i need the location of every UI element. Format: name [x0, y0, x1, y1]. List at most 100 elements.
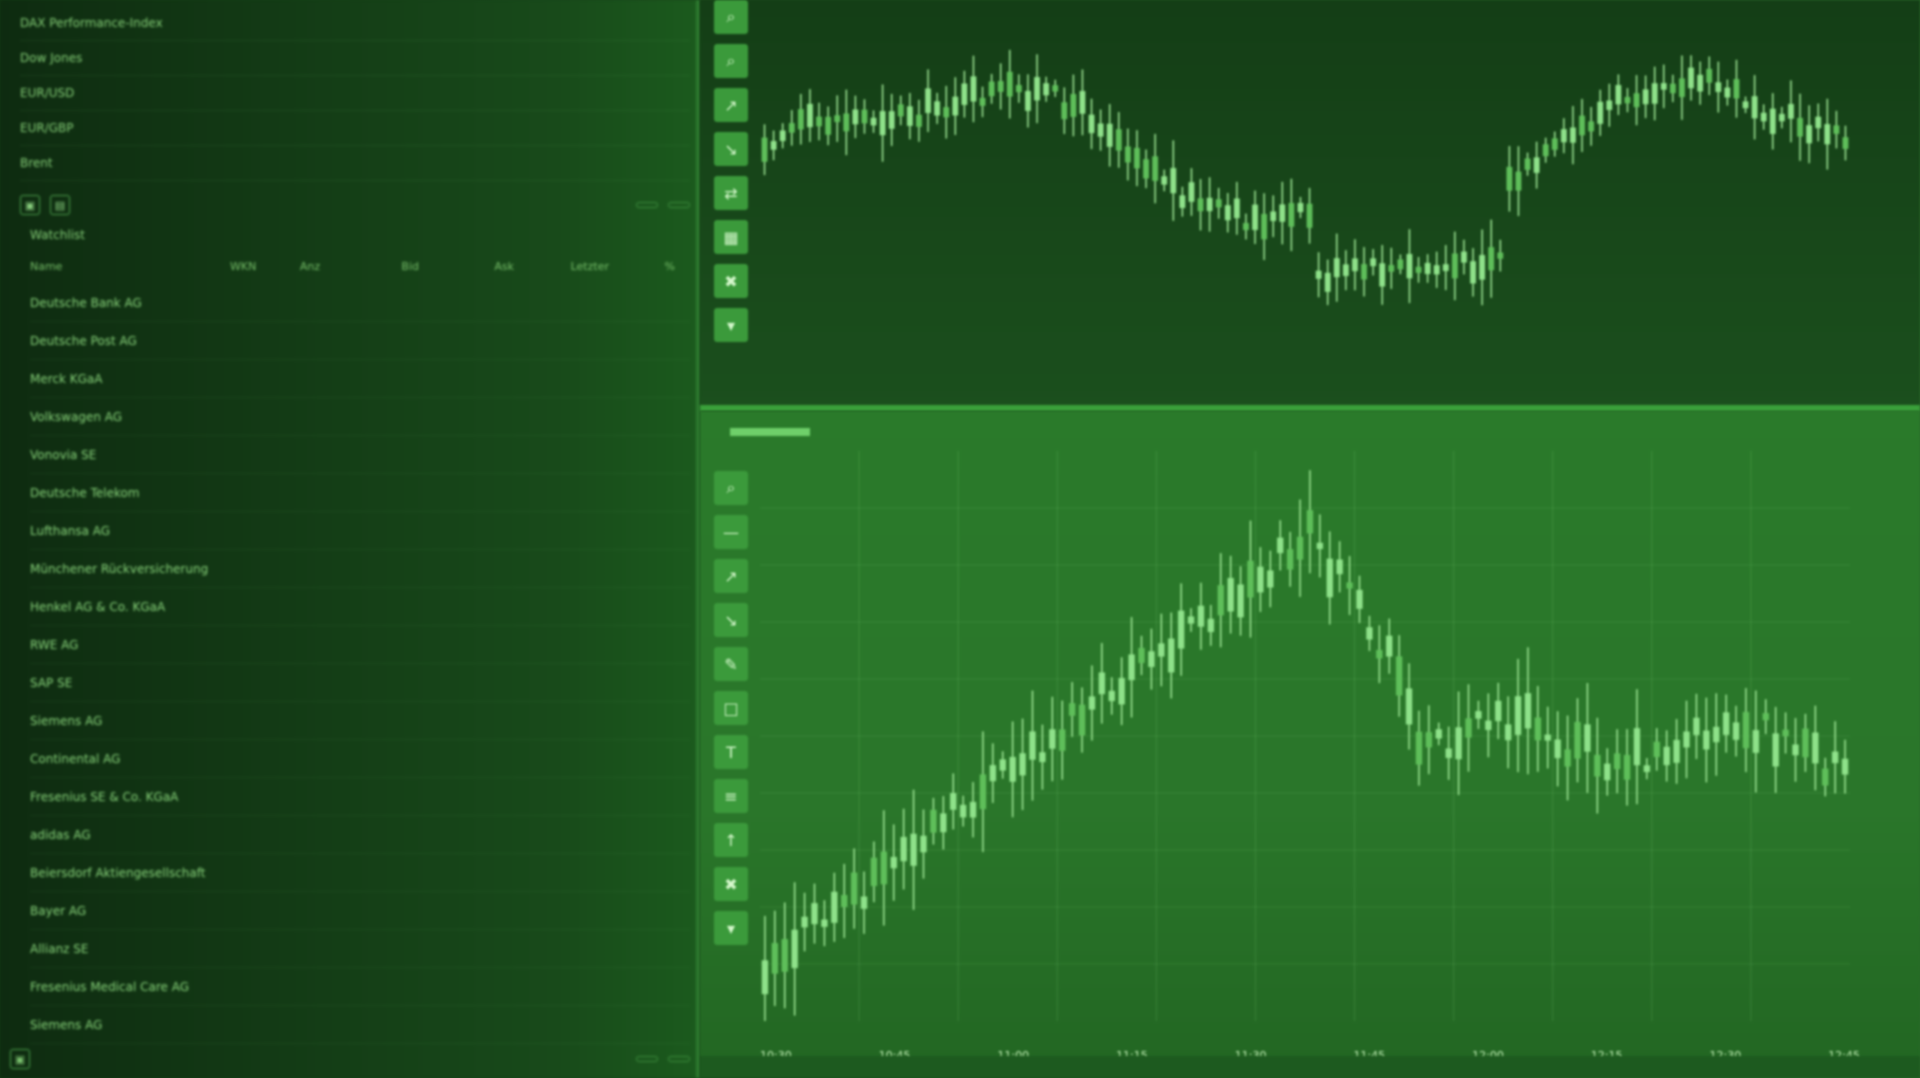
watchlist-row[interactable]: Beiersdorf Aktiengesellschaft — [30, 854, 690, 892]
watchlist-header: Name WKN Anz Bid Ask Letzter % — [30, 260, 690, 280]
footer-button-1[interactable] — [636, 1056, 658, 1062]
candle-body — [1683, 731, 1690, 748]
watchlist-row[interactable]: SAP SE — [30, 664, 690, 702]
chart-tool-button[interactable]: ↑ — [714, 823, 748, 857]
chart-tool-button[interactable]: ▾ — [714, 911, 748, 945]
index-quote-row[interactable]: EUR/USD — [20, 76, 690, 111]
tab-1[interactable] — [834, 428, 854, 436]
watchlist-row[interactable]: Lufthansa AG — [30, 512, 690, 550]
watchlist-row[interactable]: Fresenius Medical Care AG — [30, 968, 690, 1006]
overview-candlestick-chart[interactable] — [760, 10, 1850, 340]
chart-tool-button[interactable]: ≡ — [714, 779, 748, 813]
candle-body — [961, 83, 968, 105]
candle-body — [1088, 696, 1096, 710]
watchlist-title[interactable]: Watchlist — [30, 228, 85, 242]
candle-body — [1831, 751, 1839, 764]
col-wkn[interactable]: WKN — [230, 260, 257, 273]
toolbar-button-1[interactable] — [636, 202, 658, 208]
candle-body — [1197, 198, 1204, 212]
col-bid[interactable]: Bid — [401, 260, 419, 273]
watchlist-row[interactable]: Volkswagen AG — [30, 398, 690, 436]
candle-body — [841, 894, 848, 907]
candle-body — [1442, 264, 1449, 272]
toolbar-button-2[interactable] — [668, 202, 690, 208]
candle-body — [1560, 129, 1567, 143]
candle-body — [1697, 74, 1704, 92]
chart-tool-button[interactable]: ↗ — [714, 559, 748, 593]
col-last[interactable]: Letzter — [570, 260, 609, 273]
col-name[interactable]: Name — [30, 260, 63, 273]
candle-body — [1815, 116, 1822, 129]
tab-2[interactable] — [878, 428, 898, 436]
watchlist-row[interactable]: Vonovia SE — [30, 436, 690, 474]
watchlist-row[interactable]: Continental AG — [30, 740, 690, 778]
candle-body — [943, 107, 950, 118]
watchlist-row[interactable]: Deutsche Telekom — [30, 474, 690, 512]
watchlist-row[interactable]: Henkel AG & Co. KGaA — [30, 588, 690, 626]
watchlist-row[interactable]: Bayer AG — [30, 892, 690, 930]
footer-icon[interactable]: ▣ — [10, 1049, 30, 1069]
candle-body — [1751, 96, 1758, 119]
watchlist-row[interactable]: Allianz SE — [30, 930, 690, 968]
tab-4[interactable] — [966, 428, 986, 436]
candle-body — [761, 137, 768, 162]
chart-tool-button[interactable]: ⌕ — [714, 0, 748, 34]
candle-body — [1724, 87, 1731, 98]
detail-candlestick-chart[interactable] — [760, 451, 1850, 1021]
candle-body — [843, 113, 850, 132]
watchlist-row[interactable]: Deutsche Bank AG — [30, 284, 690, 322]
candle-body — [1306, 510, 1314, 534]
footer-button-2[interactable] — [668, 1056, 690, 1062]
chart-tool-button[interactable]: ▾ — [714, 308, 748, 342]
candle-body — [797, 109, 804, 130]
candle-body — [1297, 202, 1304, 213]
watchlist-row[interactable]: adidas AG — [30, 816, 690, 854]
candle-body — [1361, 264, 1367, 280]
chart-tool-button[interactable]: ▦ — [714, 220, 748, 254]
candle-body — [1316, 542, 1324, 550]
chart-tool-button[interactable]: ⌕ — [714, 44, 748, 78]
chart-tool-button[interactable]: ✎ — [714, 647, 748, 681]
chart-tool-button[interactable]: — — [714, 515, 748, 549]
list-icon[interactable]: ▤ — [50, 195, 70, 215]
watchlist-row[interactable]: Siemens AG — [30, 1006, 690, 1044]
chart-tool-button[interactable]: T — [714, 735, 748, 769]
candle-body — [1615, 84, 1622, 105]
watchlist-row[interactable]: Münchener Rückversicherung — [30, 550, 690, 588]
col-qty[interactable]: Anz — [299, 260, 321, 273]
candle-body — [1247, 560, 1254, 598]
col-ask[interactable]: Ask — [494, 260, 514, 273]
chart-tool-button[interactable]: ↘ — [714, 132, 748, 166]
chart-tool-button[interactable]: ↗ — [714, 88, 748, 122]
tab-3[interactable] — [922, 428, 942, 436]
chart-tool-button[interactable]: ✖ — [714, 867, 748, 901]
candle-body — [1642, 89, 1649, 105]
watchlist-row[interactable]: Merck KGaA — [30, 360, 690, 398]
tab-active[interactable] — [730, 428, 810, 436]
candle-body — [1633, 728, 1641, 766]
candle-body — [1286, 549, 1294, 570]
candle-body — [1455, 727, 1462, 760]
chart-tool-button[interactable]: □ — [714, 691, 748, 725]
candle-body — [791, 929, 798, 969]
watchlist-row[interactable]: Deutsche Post AG — [30, 322, 690, 360]
col-pct[interactable]: % — [664, 260, 675, 273]
grid-icon[interactable]: ▣ — [20, 195, 40, 215]
candle-body — [1806, 125, 1813, 144]
candle-body — [1424, 262, 1431, 275]
chart-tool-button[interactable]: ⌕ — [714, 471, 748, 505]
chart-tool-button[interactable]: ↘ — [714, 603, 748, 637]
chart-tool-button[interactable]: ⇄ — [714, 176, 748, 210]
index-quote-row[interactable]: Brent — [20, 146, 690, 181]
watchlist-row[interactable]: RWE AG — [30, 626, 690, 664]
watchlist-row[interactable]: Fresenius SE & Co. KGaA — [30, 778, 690, 816]
detail-chart-tools: ⌕ — ↗ ↘ ✎ □ T ≡ ↑ ✖ ▾ — [714, 471, 754, 945]
index-quote-row[interactable]: DAX Performance-Index — [20, 6, 690, 41]
index-quote-row[interactable]: EUR/GBP — [20, 111, 690, 146]
stock-name: Vonovia SE — [30, 447, 97, 462]
index-quote-row[interactable]: Dow Jones — [20, 41, 690, 76]
watchlist-row[interactable]: Siemens AG — [30, 702, 690, 740]
candle-body — [1315, 270, 1322, 279]
candle-body — [900, 836, 907, 862]
chart-tool-button[interactable]: ✖ — [714, 264, 748, 298]
